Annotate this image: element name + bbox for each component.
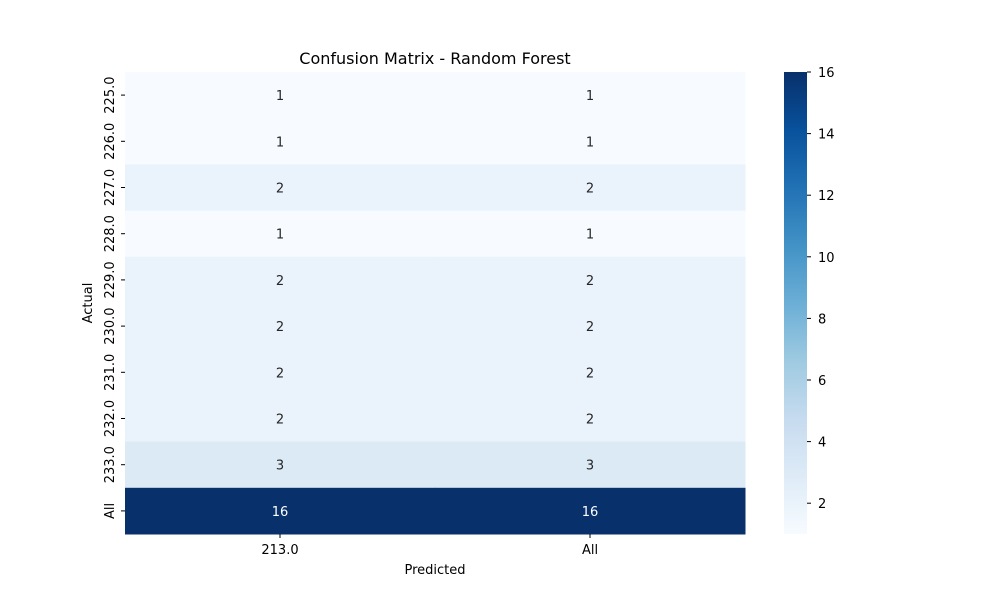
- y-tick-label: 228.0: [103, 215, 118, 252]
- colorbar-tick-label: 12: [818, 189, 835, 204]
- heatmap-cells: [125, 72, 746, 535]
- heatmap-cell: [435, 487, 746, 535]
- y-axis-label: Actual: [81, 283, 96, 324]
- cell-value-label: 16: [582, 505, 599, 520]
- heatmap-cell: [125, 441, 436, 489]
- y-tick-label: 225.0: [103, 76, 118, 113]
- colorbar-tick-label: 10: [818, 251, 835, 266]
- cell-value-label: 2: [586, 274, 594, 289]
- chart-title: Confusion Matrix - Random Forest: [299, 49, 570, 68]
- cell-value-label: 1: [586, 89, 594, 104]
- heatmap-cell: [435, 72, 746, 119]
- heatmap-cell: [125, 164, 436, 212]
- colorbar: [784, 72, 807, 534]
- cell-value-label: 1: [586, 228, 594, 243]
- heatmap-cell: [125, 303, 436, 350]
- heatmap-cell: [435, 164, 746, 212]
- heatmap-cell: [125, 118, 436, 165]
- heatmap-cell-labels: 1 1 1 1 2 2 1 1 2 2 2 2 2 2 2 2 3 3 16 16: [272, 89, 599, 520]
- colorbar-tick-label: 6: [818, 374, 826, 389]
- colorbar-tick-label: 14: [818, 128, 835, 143]
- heatmap-cell: [125, 349, 436, 396]
- x-tick-label: All: [582, 543, 598, 558]
- heatmap-cell: [435, 210, 746, 258]
- cell-value-label: 3: [586, 459, 594, 474]
- x-axis-label: Predicted: [404, 563, 465, 578]
- colorbar-tick-label: 16: [818, 66, 835, 81]
- y-tick-label: 227.0: [103, 169, 118, 206]
- y-axis-ticks: 225.0 226.0 227.0 228.0 229.0 230.0 231.0 232.0…: [103, 76, 125, 519]
- cell-value-label: 2: [586, 182, 594, 197]
- y-tick-label: 230.0: [103, 307, 118, 344]
- heatmap-cell: [435, 118, 746, 165]
- heatmap-cell: [125, 395, 436, 443]
- cell-value-label: 1: [276, 135, 284, 150]
- colorbar-tick-label: 8: [818, 312, 826, 327]
- heatmap-cell: [435, 441, 746, 489]
- cell-value-label: 2: [586, 413, 594, 428]
- y-tick-label: 233.0: [103, 446, 118, 483]
- cell-value-label: 3: [276, 459, 284, 474]
- x-axis-ticks: 213.0 All: [261, 534, 598, 558]
- y-tick-label: 229.0: [103, 261, 118, 298]
- y-tick-label: All: [103, 503, 118, 519]
- cell-value-label: 2: [276, 274, 284, 289]
- heatmap-cell: [435, 256, 746, 304]
- cell-value-label: 2: [276, 182, 284, 197]
- cell-value-label: 16: [272, 505, 289, 520]
- y-tick-label: 226.0: [103, 123, 118, 160]
- cell-value-label: 2: [276, 413, 284, 428]
- heatmap-cell: [435, 303, 746, 350]
- cell-value-label: 2: [586, 366, 594, 381]
- colorbar-ticks: 2 4 6 8 10 12 14 16: [807, 66, 835, 512]
- cell-value-label: 1: [276, 228, 284, 243]
- heatmap-cell: [435, 349, 746, 396]
- colorbar-tick-label: 4: [818, 436, 826, 451]
- heatmap-cell: [435, 395, 746, 443]
- cell-value-label: 1: [276, 89, 284, 104]
- y-tick-label: 232.0: [103, 400, 118, 437]
- y-tick-label: 231.0: [103, 354, 118, 391]
- heatmap-cell: [125, 210, 436, 258]
- cell-value-label: 2: [276, 320, 284, 335]
- heatmap-cell: [125, 487, 436, 535]
- heatmap-cell: [125, 256, 436, 304]
- heatmap-cell: [125, 72, 436, 119]
- cell-value-label: 1: [586, 135, 594, 150]
- cell-value-label: 2: [276, 366, 284, 381]
- cell-value-label: 2: [586, 320, 594, 335]
- colorbar-tick-label: 2: [818, 497, 826, 512]
- x-tick-label: 213.0: [261, 543, 298, 558]
